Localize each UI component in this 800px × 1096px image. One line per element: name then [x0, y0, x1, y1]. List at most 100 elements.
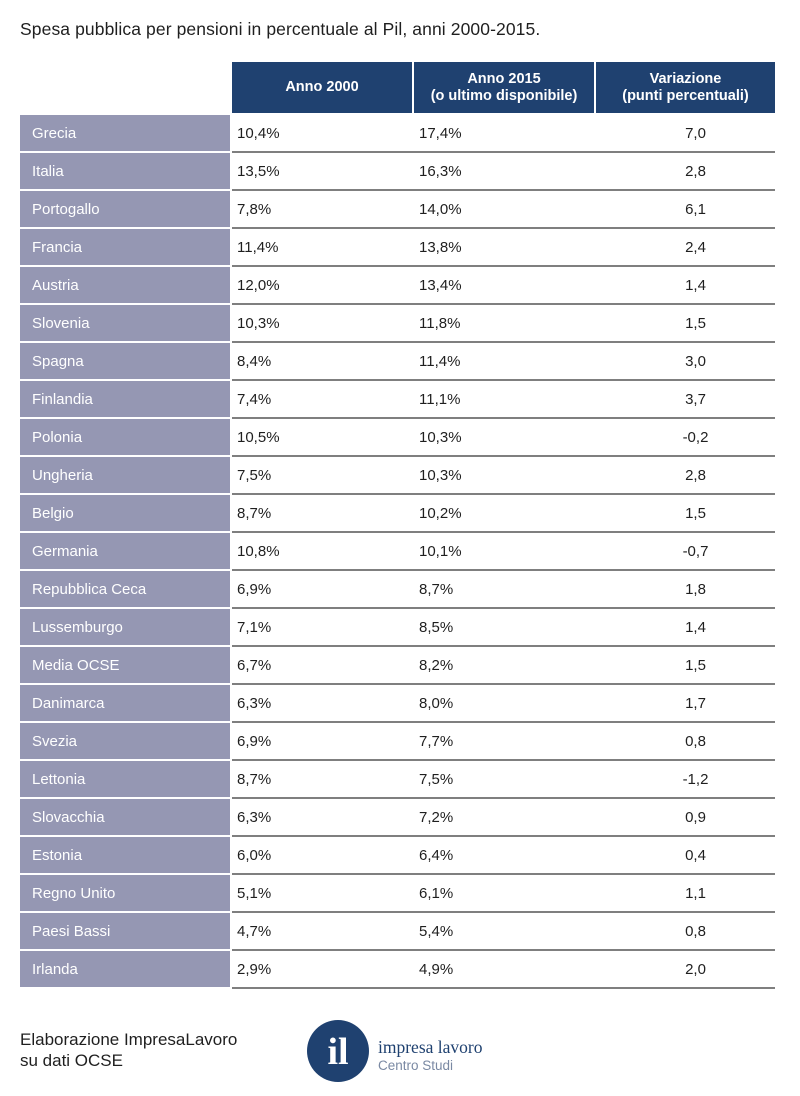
table-row: Paesi Bassi 4,7% 5,4% 0,8	[20, 913, 775, 951]
value-2000: 7,4%	[237, 390, 272, 408]
logo-mark: il	[327, 1031, 348, 1073]
table-row: Slovacchia 6,3% 7,2% 0,9	[20, 799, 775, 837]
country-cell: Finlandia	[20, 381, 230, 417]
value-2015: 4,9%	[419, 960, 454, 978]
value-2000: 6,9%	[237, 580, 272, 598]
value-cells: 10,8% 10,1% -0,7	[232, 533, 775, 571]
value-2015: 6,1%	[419, 884, 454, 902]
value-cells: 6,7% 8,2% 1,5	[232, 647, 775, 685]
country-cell: Slovenia	[20, 305, 230, 341]
table-row: Media OCSE 6,7% 8,2% 1,5	[20, 647, 775, 685]
value-change: -0,7	[682, 542, 709, 560]
table-row: Italia 13,5% 16,3% 2,8	[20, 153, 775, 191]
value-2000: 10,3%	[237, 314, 280, 332]
impresa-lavoro-logo-icon: il	[307, 1020, 369, 1082]
value-change: 2,8	[685, 466, 706, 484]
country-cell: Repubblica Ceca	[20, 571, 230, 607]
value-change: -0,2	[682, 428, 709, 446]
country-cell: Paesi Bassi	[20, 913, 230, 949]
value-2015: 8,7%	[419, 580, 454, 598]
value-2015: 7,2%	[419, 808, 454, 826]
value-cells: 5,1% 6,1% 1,1	[232, 875, 775, 913]
value-2015: 10,1%	[419, 542, 462, 560]
value-2015: 10,3%	[419, 466, 462, 484]
value-cells: 7,4% 11,1% 3,7	[232, 381, 775, 419]
country-cell: Belgio	[20, 495, 230, 531]
value-2000: 10,8%	[237, 542, 280, 560]
value-change: 6,1	[685, 200, 706, 218]
value-change: 3,0	[685, 352, 706, 370]
value-cells: 8,4% 11,4% 3,0	[232, 343, 775, 381]
value-2000: 4,7%	[237, 922, 272, 940]
country-cell: Francia	[20, 229, 230, 265]
value-2000: 6,3%	[237, 808, 272, 826]
table-row: Ungheria 7,5% 10,3% 2,8	[20, 457, 775, 495]
value-change: 0,9	[685, 808, 706, 826]
country-cell: Spagna	[20, 343, 230, 379]
value-change: 0,8	[685, 732, 706, 750]
value-2000: 8,7%	[237, 770, 272, 788]
value-cells: 7,8% 14,0% 6,1	[232, 191, 775, 229]
value-2015: 7,5%	[419, 770, 454, 788]
column-header-change: Variazione (punti percentuali)	[596, 62, 775, 113]
value-change: 2,4	[685, 238, 706, 256]
value-cells: 8,7% 10,2% 1,5	[232, 495, 775, 533]
value-2015: 7,7%	[419, 732, 454, 750]
country-cell: Svezia	[20, 723, 230, 759]
table-row: Regno Unito 5,1% 6,1% 1,1	[20, 875, 775, 913]
value-cells: 6,9% 8,7% 1,8	[232, 571, 775, 609]
value-2015: 13,8%	[419, 238, 462, 256]
table-row: Austria 12,0% 13,4% 1,4	[20, 267, 775, 305]
column-header-2015: Anno 2015 (o ultimo disponibile)	[414, 62, 594, 113]
table-row: Francia 11,4% 13,8% 2,4	[20, 229, 775, 267]
value-2000: 7,5%	[237, 466, 272, 484]
value-cells: 10,5% 10,3% -0,2	[232, 419, 775, 457]
table-body: Grecia 10,4% 17,4% 7,0 Italia 13,5% 16,3% 2,8 Po…	[20, 115, 775, 989]
logo-brand: impresa lavoro	[378, 1037, 483, 1057]
value-2015: 8,2%	[419, 656, 454, 674]
country-cell: Ungheria	[20, 457, 230, 493]
value-change: 2,8	[685, 162, 706, 180]
value-cells: 6,0% 6,4% 0,4	[232, 837, 775, 875]
value-2000: 7,8%	[237, 200, 272, 218]
table-row: Irlanda 2,9% 4,9% 2,0	[20, 951, 775, 989]
column-header-2000: Anno 2000	[232, 62, 412, 113]
source-note: Elaborazione ImpresaLavoro su dati OCSE	[20, 1030, 238, 1070]
value-cells: 13,5% 16,3% 2,8	[232, 153, 775, 191]
value-2015: 11,4%	[419, 352, 461, 370]
value-2000: 12,0%	[237, 276, 280, 294]
value-2000: 8,7%	[237, 504, 272, 522]
table-row: Grecia 10,4% 17,4% 7,0	[20, 115, 775, 153]
value-2015: 8,5%	[419, 618, 454, 636]
table-row: Germania 10,8% 10,1% -0,7	[20, 533, 775, 571]
country-cell: Lettonia	[20, 761, 230, 797]
table-row: Danimarca 6,3% 8,0% 1,7	[20, 685, 775, 723]
value-2015: 5,4%	[419, 922, 454, 940]
logo-subtitle: Centro Studi	[378, 1058, 454, 1073]
table-header: Anno 2000 Anno 2015 (o ultimo disponibil…	[20, 62, 775, 113]
pension-table: Anno 2000 Anno 2015 (o ultimo disponibil…	[20, 62, 775, 989]
value-change: 1,7	[685, 694, 706, 712]
table-row: Estonia 6,0% 6,4% 0,4	[20, 837, 775, 875]
country-cell: Estonia	[20, 837, 230, 873]
country-cell: Portogallo	[20, 191, 230, 227]
country-cell: Slovacchia	[20, 799, 230, 835]
value-2015: 8,0%	[419, 694, 454, 712]
value-cells: 11,4% 13,8% 2,4	[232, 229, 775, 267]
value-2000: 10,4%	[237, 124, 280, 142]
table-row: Polonia 10,5% 10,3% -0,2	[20, 419, 775, 457]
country-cell: Danimarca	[20, 685, 230, 721]
value-cells: 4,7% 5,4% 0,8	[232, 913, 775, 951]
value-cells: 6,9% 7,7% 0,8	[232, 723, 775, 761]
value-2000: 11,4%	[237, 238, 279, 256]
country-cell: Irlanda	[20, 951, 230, 987]
country-cell: Germania	[20, 533, 230, 569]
value-change: 1,1	[685, 884, 706, 902]
value-2000: 6,7%	[237, 656, 272, 674]
value-2015: 10,3%	[419, 428, 462, 446]
value-change: 1,5	[685, 504, 706, 522]
value-cells: 10,4% 17,4% 7,0	[232, 115, 775, 153]
value-cells: 6,3% 7,2% 0,9	[232, 799, 775, 837]
table-row: Lussemburgo 7,1% 8,5% 1,4	[20, 609, 775, 647]
country-cell: Lussemburgo	[20, 609, 230, 645]
